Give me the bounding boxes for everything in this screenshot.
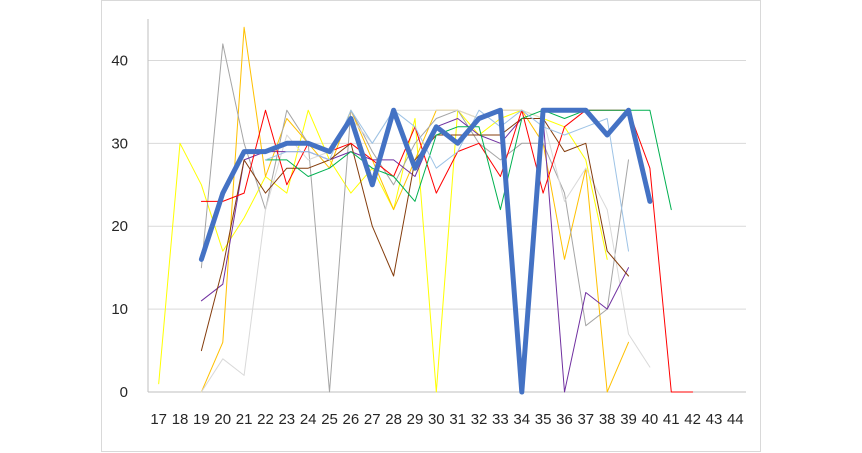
chart-frame: 0 10 20 30 40 17 18 19 20 21 22 23 24 25 26 27 28 29 30 31… xyxy=(101,0,761,452)
x-tick-label: 31 xyxy=(449,411,466,428)
x-tick-label: 36 xyxy=(556,411,573,428)
series-line-9 xyxy=(265,109,629,252)
x-tick-label: 27 xyxy=(364,411,381,428)
x-tick-label: 39 xyxy=(620,411,637,428)
x-tick-label: 33 xyxy=(492,411,509,428)
x-tick-label: 44 xyxy=(727,411,744,428)
x-tick-label: 40 xyxy=(642,411,659,428)
x-tick-label: 43 xyxy=(706,411,723,428)
y-tick-label: 40 xyxy=(111,52,128,69)
y-tick-label: 20 xyxy=(111,218,128,235)
x-tick-label: 17 xyxy=(150,411,167,428)
x-tick-label: 32 xyxy=(471,411,488,428)
y-tick-label: 0 xyxy=(120,384,128,401)
x-tick-label: 29 xyxy=(407,411,424,428)
x-tick-label: 34 xyxy=(513,411,530,428)
x-tick-label: 37 xyxy=(577,411,594,428)
x-tick-label: 18 xyxy=(172,411,189,428)
x-tick-label: 41 xyxy=(663,411,680,428)
series-line-10 xyxy=(198,107,653,395)
x-tick-label: 42 xyxy=(684,411,701,428)
x-tick-label: 24 xyxy=(300,411,317,428)
series-line-8 xyxy=(265,109,672,211)
y-tick-label: 10 xyxy=(111,301,128,318)
axes xyxy=(147,19,746,393)
x-tick-labels: 17 18 19 20 21 22 23 24 25 26 27 28 29 30 31 32 33 34 35 36… xyxy=(150,411,743,428)
x-tick-label: 22 xyxy=(257,411,274,428)
x-tick-label: 35 xyxy=(535,411,552,428)
x-tick-label: 21 xyxy=(236,411,253,428)
x-tick-label: 23 xyxy=(278,411,295,428)
x-tick-label: 20 xyxy=(214,411,231,428)
x-tick-label: 30 xyxy=(428,411,445,428)
gridlines xyxy=(148,59,746,310)
series-line-5 xyxy=(200,118,629,393)
x-tick-label: 19 xyxy=(193,411,210,428)
x-tick-label: 26 xyxy=(343,411,360,428)
x-tick-label: 28 xyxy=(385,411,402,428)
series-line-6 xyxy=(200,118,629,352)
x-tick-label: 38 xyxy=(599,411,616,428)
series-lines xyxy=(158,26,694,395)
series-line-3 xyxy=(200,43,629,393)
series-line-4 xyxy=(200,109,651,393)
y-tick-label: 30 xyxy=(111,135,128,152)
y-tick-labels: 0 10 20 30 40 xyxy=(111,52,128,401)
x-tick-label: 25 xyxy=(321,411,338,428)
